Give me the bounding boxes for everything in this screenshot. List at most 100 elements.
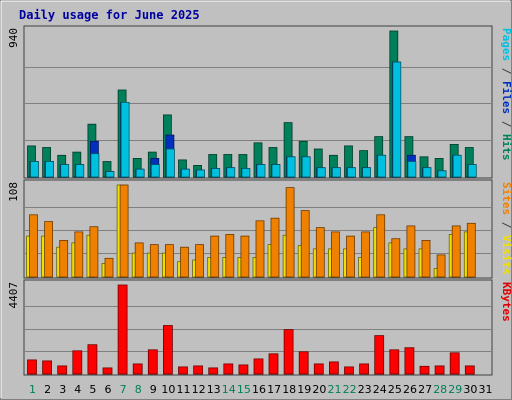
bar-kbytes-day-22 bbox=[344, 366, 354, 375]
legend-entry: / bbox=[500, 61, 512, 81]
bar-pages-day-27 bbox=[422, 167, 432, 178]
bar-kbytes-day-4 bbox=[72, 350, 83, 375]
bar-kbytes-day-16 bbox=[253, 358, 264, 375]
bar-kbytes-day-21 bbox=[328, 361, 339, 375]
x-tick-label: 24 bbox=[373, 383, 387, 396]
bar-sites-day-14 bbox=[225, 233, 235, 278]
bar-kbytes-day-20 bbox=[313, 363, 324, 375]
bar-sites-day-16 bbox=[255, 220, 265, 278]
bar-kbytes-day-12 bbox=[193, 365, 204, 375]
x-tick-label: 15 bbox=[237, 383, 251, 396]
bar-kbytes-day-13 bbox=[208, 367, 219, 375]
bar-sites-day-9 bbox=[149, 244, 159, 278]
legend-entry: Files bbox=[500, 81, 512, 114]
bar-sites-day-28 bbox=[436, 254, 446, 278]
bar-sites-day-29 bbox=[451, 225, 461, 278]
bar-pages-day-21 bbox=[331, 167, 341, 178]
bar-pages-day-8 bbox=[135, 168, 145, 178]
bar-kbytes-day-24 bbox=[374, 335, 385, 375]
bar-pages-day-18 bbox=[286, 156, 296, 178]
bar-sites-day-4 bbox=[74, 231, 84, 278]
bar-kbytes-day-6 bbox=[102, 367, 113, 375]
x-tick-label: 29 bbox=[448, 383, 462, 396]
x-tick-label: 27 bbox=[418, 383, 432, 396]
bar-pages-day-19 bbox=[301, 156, 311, 178]
bar-kbytes-day-3 bbox=[57, 365, 68, 375]
panel-kbytes-legend: KBytes bbox=[500, 282, 512, 322]
bar-pages-day-10 bbox=[165, 148, 175, 178]
bar-sites-day-15 bbox=[240, 235, 250, 278]
bar-kbytes-day-30 bbox=[464, 365, 475, 375]
legend-entry: Pages bbox=[500, 28, 512, 61]
bar-pages-day-7 bbox=[120, 102, 130, 178]
bar-kbytes-day-2 bbox=[42, 360, 52, 375]
bar-kbytes-day-5 bbox=[87, 344, 98, 375]
bar-sites-day-6 bbox=[104, 257, 114, 278]
x-tick-label: 17 bbox=[267, 383, 281, 396]
x-tick-label: 30 bbox=[463, 383, 477, 396]
x-tick-label: 6 bbox=[105, 383, 112, 396]
bar-sites-day-12 bbox=[195, 244, 205, 278]
x-tick-label: 21 bbox=[328, 383, 342, 396]
bar-sites-day-13 bbox=[210, 235, 220, 278]
bar-pages-day-11 bbox=[181, 168, 190, 178]
bar-sites-day-20 bbox=[315, 227, 325, 278]
bar-pages-day-2 bbox=[45, 161, 54, 178]
legend-entry: / bbox=[500, 215, 512, 235]
panel-kbytes: 4407 KBytes bbox=[7, 279, 512, 376]
bar-pages-day-20 bbox=[316, 167, 326, 178]
bar-kbytes-day-23 bbox=[359, 363, 370, 375]
bar-kbytes-day-19 bbox=[298, 351, 309, 375]
bar-pages-day-3 bbox=[60, 164, 70, 178]
bar-sites-day-8 bbox=[134, 242, 144, 278]
x-tick-label: 14 bbox=[222, 383, 236, 396]
x-tick-label: 11 bbox=[177, 383, 191, 396]
bar-pages-day-1 bbox=[30, 161, 39, 178]
x-tick-label: 9 bbox=[150, 383, 157, 396]
bar-pages-day-9 bbox=[150, 164, 160, 178]
x-tick-label: 3 bbox=[59, 383, 66, 396]
bar-kbytes-day-25 bbox=[389, 349, 400, 375]
legend-entry: / bbox=[500, 114, 512, 134]
bar-pages-day-25 bbox=[392, 61, 402, 178]
bar-sites-day-21 bbox=[330, 231, 340, 278]
bar-kbytes-day-11 bbox=[178, 366, 188, 375]
bar-pages-day-6 bbox=[105, 171, 115, 178]
x-tick-label: 7 bbox=[120, 383, 127, 396]
bar-sites-day-27 bbox=[421, 239, 431, 278]
bar-kbytes-day-10 bbox=[162, 325, 173, 375]
bar-pages-day-17 bbox=[271, 164, 281, 178]
bar-sites-day-25 bbox=[391, 238, 401, 278]
x-tick-label: 12 bbox=[192, 383, 206, 396]
bar-kbytes-day-26 bbox=[404, 347, 415, 375]
panel-visits-legend: Sites / Visits bbox=[500, 182, 512, 275]
x-tick-label: 26 bbox=[403, 383, 417, 396]
x-tick-label: 18 bbox=[282, 383, 296, 396]
bar-pages-day-23 bbox=[362, 167, 372, 178]
bar-sites-day-23 bbox=[361, 231, 371, 278]
bar-sites-day-10 bbox=[164, 244, 174, 278]
legend-entry: Visits bbox=[500, 235, 512, 275]
panel-visits: 108 Sites / Visits bbox=[7, 179, 512, 279]
x-tick-label: 5 bbox=[89, 383, 96, 396]
panel-hits: 940 Pages / Files / Hits bbox=[7, 25, 512, 179]
bar-pages-day-12 bbox=[196, 169, 206, 178]
x-axis-labels: 1 2 3 4 5 6 7 8 9 10 11 12 13 14 15 16 17 18 19 20 21 22 23 24 2… bbox=[29, 383, 493, 396]
chart-panels: 940 Pages / Files / Hits 108 Sites / Visits… bbox=[7, 25, 512, 376]
bar-pages-day-14 bbox=[226, 167, 236, 178]
bar-pages-day-26 bbox=[407, 161, 417, 178]
x-tick-label: 22 bbox=[343, 383, 357, 396]
bar-kbytes-day-17 bbox=[268, 353, 279, 375]
x-tick-label: 13 bbox=[207, 383, 221, 396]
x-tick-label: 20 bbox=[312, 383, 326, 396]
bar-pages-day-30 bbox=[467, 164, 477, 178]
x-tick-label: 2 bbox=[44, 383, 51, 396]
x-tick-label: 28 bbox=[433, 383, 447, 396]
panel-visits-max-label: 108 bbox=[7, 182, 20, 202]
bar-sites-day-7 bbox=[119, 184, 129, 278]
bar-kbytes-day-14 bbox=[223, 363, 234, 375]
chart-title: Daily usage for June 2025 bbox=[19, 8, 200, 22]
bar-pages-day-16 bbox=[256, 164, 266, 178]
bar-sites-day-19 bbox=[300, 210, 310, 278]
